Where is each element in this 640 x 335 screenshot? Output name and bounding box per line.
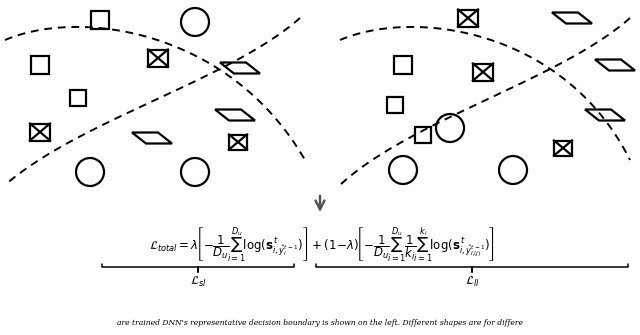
Text: $\mathcal{L}_{sl}$: $\mathcal{L}_{sl}$ [189, 275, 207, 289]
Text: $\mathcal{L}_{total} = \lambda\!\left[-\dfrac{1}{D_u}\!\sum_{i=1}^{D_u}\!\log(\m: $\mathcal{L}_{total} = \lambda\!\left[-\… [149, 225, 495, 264]
Text: $\mathcal{L}_{ll}$: $\mathcal{L}_{ll}$ [465, 275, 479, 289]
Text: are trained DNN's representative decision boundary is shown on the left. Differe: are trained DNN's representative decisio… [117, 319, 523, 327]
